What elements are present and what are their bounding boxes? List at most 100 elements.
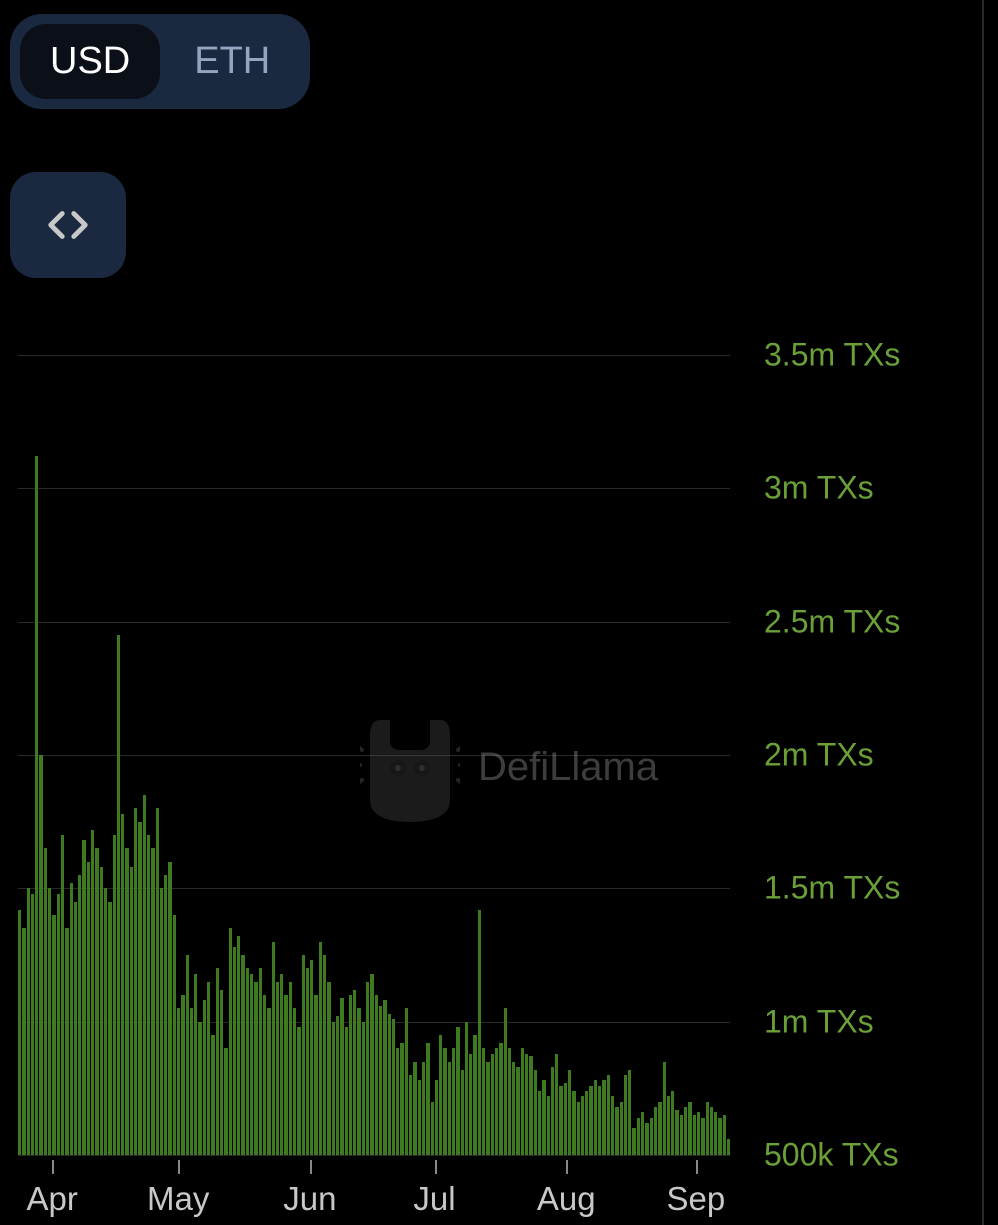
chart-bar xyxy=(714,1112,717,1155)
y-axis-label: 3m TXs xyxy=(764,470,874,507)
chart-bar xyxy=(607,1075,610,1155)
chart-bar xyxy=(134,808,137,1155)
chart-bar xyxy=(104,888,107,1155)
chart-bar xyxy=(598,1086,601,1155)
chart-bar xyxy=(641,1112,644,1155)
chart-bar xyxy=(478,910,481,1155)
chart-bar xyxy=(675,1110,678,1155)
chart-bar xyxy=(151,848,154,1155)
chart-bar xyxy=(74,902,77,1155)
chart-bar xyxy=(207,982,210,1155)
chart-bar xyxy=(508,1048,511,1155)
chart-bar xyxy=(108,902,111,1155)
chart-bar xyxy=(452,1048,455,1155)
chart-bar xyxy=(138,822,141,1155)
chart-bar xyxy=(314,995,317,1155)
chart-bar xyxy=(246,968,249,1155)
chart-bar xyxy=(272,942,275,1155)
chart-bar xyxy=(486,1062,489,1155)
chart-bar xyxy=(409,1075,412,1155)
chart-bar xyxy=(310,960,313,1155)
chart-bar xyxy=(168,862,171,1155)
defillama-logo-icon xyxy=(360,710,460,824)
chart-bar xyxy=(697,1112,700,1155)
chart-bar xyxy=(345,1027,348,1155)
chart-bar xyxy=(525,1054,528,1155)
chart-bar xyxy=(473,1035,476,1155)
chart-bar xyxy=(52,915,55,1155)
chart-bar xyxy=(82,840,85,1155)
watermark-text: DefiLlama xyxy=(478,745,658,790)
chart-bar xyxy=(156,808,159,1155)
chart-bar xyxy=(319,942,322,1155)
chart-bar xyxy=(465,1022,468,1155)
chart-bar xyxy=(456,1027,459,1155)
chart-bar xyxy=(547,1096,550,1155)
chart-bar xyxy=(297,1027,300,1155)
chart-bar xyxy=(276,982,279,1155)
chart-bar xyxy=(388,1014,391,1155)
chart-bar xyxy=(426,1043,429,1155)
chart-bar xyxy=(534,1070,537,1155)
chart-bar xyxy=(323,955,326,1155)
chart-bar xyxy=(91,830,94,1155)
chart-bar xyxy=(482,1048,485,1155)
chart-bar xyxy=(284,995,287,1155)
chart-bar xyxy=(650,1118,653,1155)
chart-bar xyxy=(572,1091,575,1155)
chart-bar xyxy=(594,1080,597,1155)
chart-bar xyxy=(654,1107,657,1155)
chart-bar xyxy=(379,1006,382,1155)
chart-bar xyxy=(121,814,124,1155)
x-axis-label: Aug xyxy=(537,1180,596,1218)
chart-bar xyxy=(259,968,262,1155)
currency-toggle-group: USD ETH xyxy=(10,14,310,109)
chart-bar xyxy=(177,1008,180,1155)
chart-bar xyxy=(602,1080,605,1155)
chart-bar xyxy=(448,1062,451,1155)
chart-bar xyxy=(581,1096,584,1155)
chart-bar xyxy=(289,982,292,1155)
chart-bar xyxy=(237,936,240,1155)
chart-bar xyxy=(577,1102,580,1155)
chart-bar xyxy=(39,755,42,1155)
chart-bar xyxy=(61,835,64,1155)
chart-bar xyxy=(529,1056,532,1155)
chart-bar xyxy=(186,955,189,1155)
chart-bar xyxy=(65,928,68,1155)
currency-toggle-usd[interactable]: USD xyxy=(20,24,160,99)
x-tick xyxy=(696,1160,698,1174)
chart-bar xyxy=(727,1139,730,1155)
chart-bar xyxy=(327,982,330,1155)
chart-bar xyxy=(491,1054,494,1155)
chart-bar xyxy=(362,1022,365,1155)
chart-bar xyxy=(680,1115,683,1155)
chart-bar xyxy=(370,974,373,1155)
chart-bar xyxy=(100,867,103,1155)
x-axis-label: May xyxy=(147,1180,209,1218)
y-axis-label: 1m TXs xyxy=(764,1003,874,1040)
chart-bar xyxy=(216,968,219,1155)
chart-bar xyxy=(190,1008,193,1155)
chart-bar xyxy=(22,928,25,1155)
y-axis-label: 3.5m TXs xyxy=(764,337,900,374)
chart-bar xyxy=(431,1102,434,1155)
currency-toggle-eth[interactable]: ETH xyxy=(164,24,300,99)
chart-bar xyxy=(241,955,244,1155)
chart-bar xyxy=(78,875,81,1155)
chart-bar xyxy=(637,1118,640,1155)
chart-bar xyxy=(18,910,21,1155)
x-tick xyxy=(310,1160,312,1174)
chart-bar xyxy=(143,795,146,1155)
y-axis-label: 2.5m TXs xyxy=(764,603,900,640)
x-axis: AprMayJunJulAugSep xyxy=(18,1160,730,1225)
chart-bar xyxy=(27,888,30,1155)
chart-bar xyxy=(181,995,184,1155)
chart-bar xyxy=(130,867,133,1155)
chart-bar xyxy=(194,974,197,1155)
chart-bar xyxy=(422,1062,425,1155)
chart-bar xyxy=(693,1115,696,1155)
chart-bar xyxy=(400,1043,403,1155)
embed-code-button[interactable] xyxy=(10,172,126,278)
chart-bar xyxy=(203,1000,206,1155)
